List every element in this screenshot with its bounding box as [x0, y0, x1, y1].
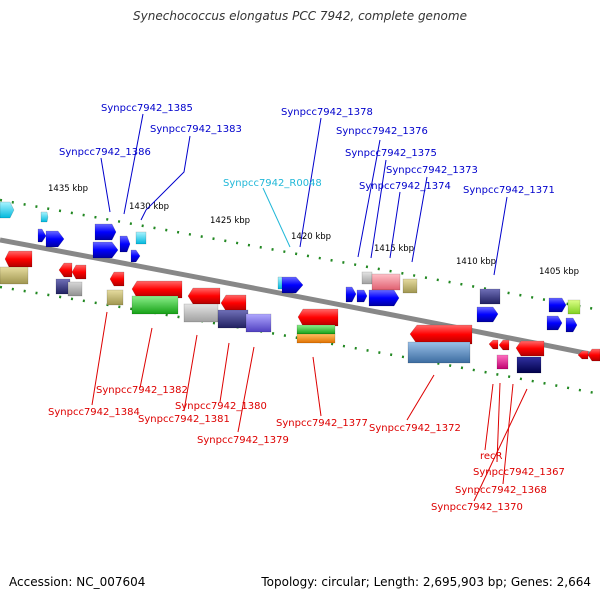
gene-arrow[interactable] — [476, 306, 499, 323]
gene-box[interactable] — [407, 341, 471, 364]
gene-arrow[interactable] — [409, 324, 473, 345]
gene-label[interactable]: Synpcc7942_1380 — [175, 401, 267, 412]
gene-box[interactable] — [371, 273, 401, 291]
gene-label[interactable]: Synpcc7942_1372 — [369, 423, 461, 434]
reverse-gene-labels: Synpcc7942_1382 Synpcc7942_1384 Synpcc79… — [48, 385, 565, 513]
gene-arrow[interactable] — [119, 235, 131, 253]
gene-label[interactable]: Synpcc7942_1373 — [386, 165, 478, 176]
gene-label[interactable]: Synpcc7942_1379 — [197, 435, 289, 446]
gene-label[interactable]: Synpcc7942_1367 — [473, 467, 565, 478]
gene-box[interactable] — [217, 309, 249, 329]
gene-label[interactable]: Synpcc7942_1385 — [101, 103, 193, 114]
forward-gene-labels: Synpcc7942_1385 Synpcc7942_1383 Synpcc79… — [59, 103, 555, 196]
forward-genes — [0, 201, 581, 333]
forward-leader-lines — [100, 113, 508, 276]
gene-arrow[interactable] — [40, 211, 49, 223]
gene-arrow[interactable] — [345, 286, 357, 303]
gene-label[interactable]: Synpcc7942_1377 — [276, 418, 368, 429]
gene-label[interactable]: Synpcc7942_1382 — [96, 385, 188, 396]
gene-label[interactable]: recR — [480, 451, 503, 462]
gene-arrow[interactable] — [368, 289, 400, 307]
gene-arrow[interactable] — [488, 339, 499, 350]
gene-arrow[interactable] — [281, 276, 304, 294]
gene-arrow[interactable] — [58, 262, 73, 278]
reverse-leader-lines — [91, 311, 528, 502]
gene-label[interactable]: Synpcc7942_1386 — [59, 147, 151, 158]
gene-arrow[interactable] — [45, 230, 65, 248]
scale-label: 1435 kbp — [48, 184, 88, 194]
gene-box[interactable] — [131, 295, 179, 315]
gene-box[interactable] — [516, 356, 542, 374]
reverse-genes — [0, 250, 600, 374]
gene-arrow[interactable] — [577, 350, 589, 360]
genome-backbone — [0, 237, 600, 359]
gene-arrow[interactable] — [187, 287, 221, 305]
gene-box[interactable] — [135, 231, 147, 245]
gene-arrow[interactable] — [546, 315, 563, 331]
genome-summary-text: Topology: circular; Length: 2,695,903 bp… — [261, 575, 591, 589]
gene-label[interactable]: Synpcc7942_1370 — [431, 502, 523, 513]
gene-box[interactable] — [402, 278, 418, 294]
rna-gene-label[interactable]: Synpcc7942_R0048 — [223, 178, 322, 189]
gene-arrow[interactable] — [548, 297, 567, 313]
gene-arrow[interactable] — [587, 348, 600, 362]
gene-label[interactable]: Synpcc7942_1371 — [463, 185, 555, 196]
rna-leader-line — [262, 187, 291, 248]
scale-label: 1425 kbp — [210, 216, 250, 226]
gene-arrow[interactable] — [565, 317, 578, 333]
gene-arrow[interactable] — [94, 223, 117, 241]
gene-box[interactable] — [67, 281, 83, 297]
gene-label[interactable]: Synpcc7942_1376 — [336, 126, 428, 137]
gene-box[interactable] — [0, 266, 29, 285]
gene-box[interactable] — [479, 288, 501, 305]
scale-label: 1415 kbp — [374, 244, 414, 254]
gene-box[interactable] — [567, 299, 581, 315]
gene-arrow[interactable] — [356, 289, 368, 303]
gene-arrow[interactable] — [297, 308, 339, 327]
gene-label[interactable]: Synpcc7942_1378 — [281, 107, 373, 118]
gene-box[interactable] — [361, 271, 373, 285]
gene-arrow[interactable] — [515, 340, 545, 357]
gene-arrow[interactable] — [131, 280, 183, 299]
gene-label[interactable]: Synpcc7942_1381 — [138, 414, 230, 425]
gene-box[interactable] — [296, 333, 336, 344]
gene-arrow[interactable] — [130, 249, 141, 263]
gene-box[interactable] — [183, 303, 219, 323]
gene-arrow[interactable] — [109, 271, 125, 287]
gene-label[interactable]: Synpcc7942_1368 — [455, 485, 547, 496]
gene-arrow[interactable] — [4, 250, 33, 268]
map-title: Synechococcus elongatus PCC 7942, comple… — [133, 9, 467, 23]
scale-label: 1405 kbp — [539, 267, 579, 277]
accession-text: Accession: NC_007604 — [9, 575, 146, 589]
gene-box[interactable] — [245, 313, 272, 333]
gene-box[interactable] — [106, 289, 124, 306]
gene-arrow[interactable] — [0, 201, 15, 219]
gene-box[interactable] — [296, 324, 336, 335]
gene-arrow[interactable] — [220, 294, 247, 312]
gene-label[interactable]: Synpcc7942_1384 — [48, 407, 140, 418]
reverse-tick-track — [0, 285, 600, 396]
gene-arrow[interactable] — [92, 241, 119, 259]
gene-label[interactable]: Synpcc7942_1375 — [345, 148, 437, 159]
gene-label[interactable]: Synpcc7942_1383 — [150, 124, 242, 135]
gene-arrow[interactable] — [71, 264, 87, 280]
gene-arrow[interactable] — [498, 339, 510, 351]
forward-tick-track — [0, 198, 600, 312]
gene-box[interactable] — [496, 354, 509, 370]
gene-label[interactable]: Synpcc7942_1374 — [359, 181, 451, 192]
scale-label: 1420 kbp — [291, 232, 331, 242]
scale-label: 1410 kbp — [456, 257, 496, 267]
gene-arrow[interactable] — [37, 228, 47, 243]
